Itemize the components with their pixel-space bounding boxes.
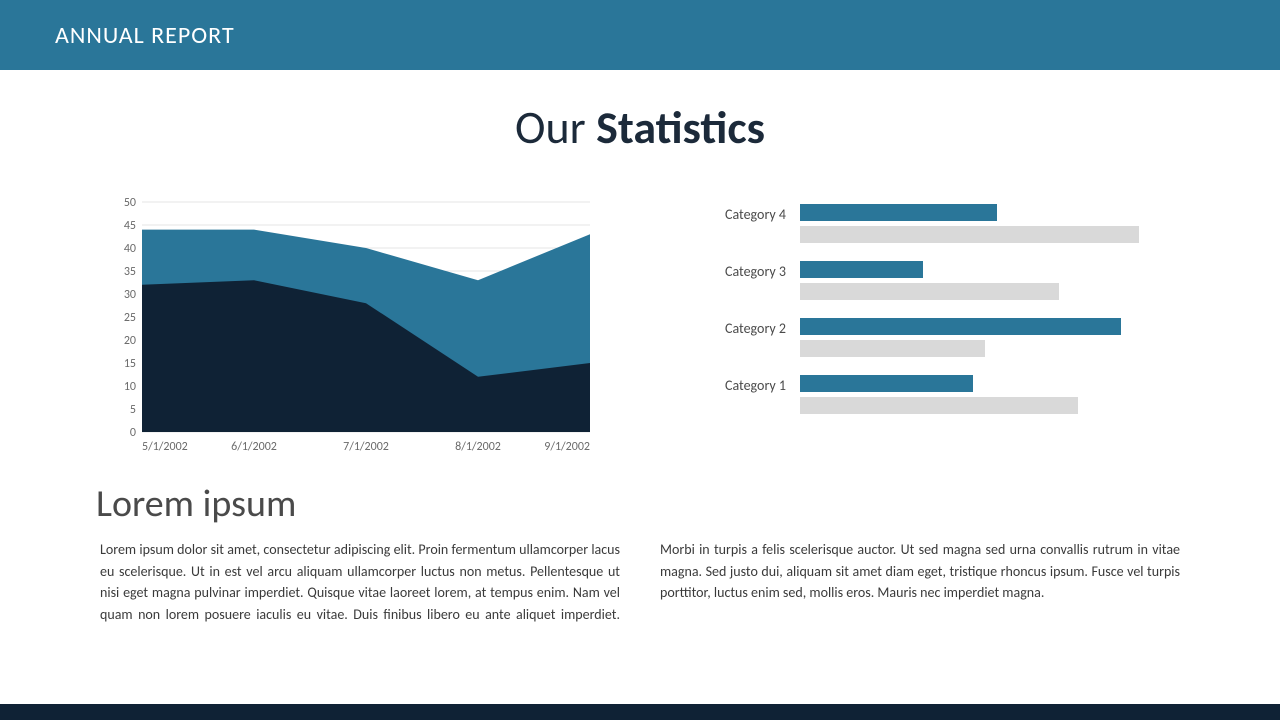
bar-row: Category 2	[710, 318, 1180, 357]
svg-text:15: 15	[124, 357, 136, 371]
svg-text:10: 10	[124, 380, 136, 394]
bar-series-a	[800, 204, 997, 221]
bar-series-b	[800, 340, 985, 357]
main-title: Our Statistics	[0, 100, 1280, 156]
bar-row: Category 1	[710, 375, 1180, 414]
svg-text:5: 5	[130, 403, 136, 417]
bar-series-b	[800, 226, 1139, 243]
bar-stack	[800, 318, 1180, 357]
bar-label: Category 2	[710, 318, 800, 337]
bar-label: Category 3	[710, 261, 800, 280]
area-chart-svg: 0 5 10 15 20 25 30 35 40 45 50 5/1/2002 6/1/2002 7/1/…	[100, 196, 600, 456]
svg-text:30: 30	[124, 288, 136, 302]
svg-text:25: 25	[124, 311, 136, 325]
bar-label: Category 1	[710, 375, 800, 394]
area-chart: 0 5 10 15 20 25 30 35 40 45 50 5/1/2002 6/1/2002 7/1/…	[100, 196, 600, 456]
svg-text:45: 45	[124, 219, 136, 233]
bar-stack	[800, 261, 1180, 300]
bar-stack	[800, 375, 1180, 414]
bar-series-a	[800, 375, 973, 392]
svg-text:9/1/2002: 9/1/2002	[544, 440, 590, 454]
svg-text:35: 35	[124, 265, 136, 279]
svg-text:20: 20	[124, 334, 136, 348]
bar-series-b	[800, 397, 1078, 414]
svg-text:7/1/2002: 7/1/2002	[343, 440, 389, 454]
header-bar: ANNUAL REPORT	[0, 0, 1280, 70]
charts-row: 0 5 10 15 20 25 30 35 40 45 50 5/1/2002 6/1/2002 7/1/…	[0, 196, 1280, 456]
bar-chart: Category 4 Category 3 Category 2 Category 1	[710, 204, 1180, 456]
bar-row: Category 4	[710, 204, 1180, 243]
body-text: Lorem ipsum dolor sit amet, consectetur …	[100, 539, 1180, 626]
svg-text:0: 0	[130, 426, 136, 440]
footer-bar	[0, 704, 1280, 720]
text-section: Lorem ipsum Lorem ipsum dolor sit amet, …	[0, 456, 1280, 626]
svg-text:40: 40	[124, 242, 136, 256]
bar-row: Category 3	[710, 261, 1180, 300]
main-title-bold: Statistics	[596, 100, 765, 156]
bar-series-a	[800, 261, 923, 278]
svg-text:8/1/2002: 8/1/2002	[455, 440, 501, 454]
header-title: ANNUAL REPORT	[55, 21, 235, 50]
bar-series-b	[800, 283, 1059, 300]
main-title-prefix: Our	[515, 100, 596, 156]
svg-text:50: 50	[124, 196, 136, 210]
bar-stack	[800, 204, 1180, 243]
sub-heading: Lorem ipsum	[96, 481, 1180, 527]
svg-text:6/1/2002: 6/1/2002	[231, 440, 277, 454]
bar-series-a	[800, 318, 1121, 335]
svg-text:5/1/2002: 5/1/2002	[142, 440, 188, 454]
bar-label: Category 4	[710, 204, 800, 223]
